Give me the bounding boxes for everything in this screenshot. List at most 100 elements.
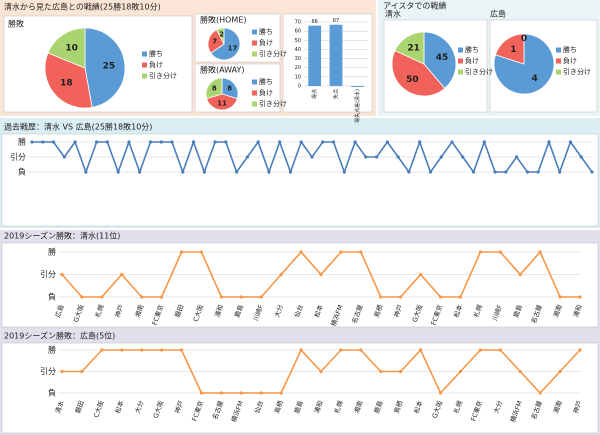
line-marker	[30, 140, 34, 144]
y-tick-label: 20	[295, 65, 301, 71]
line-marker	[590, 170, 594, 174]
line-marker	[504, 170, 508, 174]
line-marker	[239, 295, 243, 299]
line-marker	[278, 140, 282, 144]
slice-label: 2	[219, 31, 224, 39]
x-tick-label: 大分	[133, 399, 146, 415]
legend-label: 負け	[259, 88, 273, 97]
legend-label: 勝ち	[465, 45, 479, 54]
line-marker	[538, 250, 542, 254]
x-tick-label: 松本	[411, 399, 424, 415]
line-marker	[288, 170, 293, 174]
legend-label: 引き分け	[149, 71, 177, 80]
line-marker	[418, 140, 422, 144]
legend-swatch	[252, 29, 257, 35]
line-marker	[319, 369, 323, 374]
x-tick-label: 札幌	[451, 399, 464, 415]
line-marker	[438, 391, 443, 395]
legend-swatch	[556, 69, 561, 75]
line-marker	[160, 348, 164, 352]
x-tick-label: 仙台	[292, 303, 305, 318]
line-marker	[385, 140, 389, 144]
line-marker	[100, 348, 104, 352]
y-tick-label: 0	[298, 84, 301, 90]
line-marker	[95, 140, 99, 144]
x-tick-label: 湘南	[352, 399, 365, 415]
x-tick-label: 鳥栖	[272, 399, 285, 415]
legend-swatch	[556, 47, 561, 53]
line-marker	[364, 155, 368, 159]
line-marker	[179, 250, 184, 254]
line-marker	[450, 140, 454, 144]
legend-swatch	[458, 69, 463, 75]
line-marker	[80, 369, 84, 374]
slice-label: 25	[103, 61, 116, 71]
line-marker	[219, 295, 223, 299]
chart-box	[282, 13, 373, 113]
line-marker	[120, 272, 124, 277]
y-tick-label: 70	[295, 20, 301, 26]
legend-swatch	[142, 73, 147, 79]
chart-box	[1, 342, 599, 434]
y-tick-label: 引分	[40, 367, 56, 376]
x-tick-label: 神戸	[172, 399, 185, 415]
line-marker	[310, 155, 314, 159]
x-tick-label: 磐田	[73, 399, 86, 414]
line-marker	[60, 272, 64, 277]
line-marker	[482, 140, 486, 144]
line-marker	[339, 250, 343, 254]
legend-swatch	[142, 62, 147, 68]
line-marker	[321, 140, 325, 144]
line-marker	[148, 140, 153, 144]
x-tick-label: 鳥栖	[392, 399, 405, 415]
bar	[308, 25, 322, 86]
line-marker	[578, 295, 582, 299]
x-tick-label: 広島	[53, 303, 66, 319]
pie-slice	[44, 52, 93, 109]
pie-slice	[394, 31, 425, 65]
slice-label: 17	[228, 44, 238, 52]
chart-title: 2019シーズン勝敗：清水(11位)	[4, 231, 120, 241]
line-marker	[299, 140, 303, 144]
x-tick-label: 神戸	[392, 303, 405, 319]
line-marker	[80, 295, 84, 299]
legend-label: 引き分け	[465, 67, 493, 76]
line-marker	[478, 250, 482, 254]
slice-label: 50	[406, 75, 419, 85]
y-tick-label: 30	[295, 56, 301, 62]
x-tick-label: 札幌	[471, 303, 484, 319]
bar	[350, 86, 364, 87]
x-tick-label: 鹿島	[511, 303, 524, 319]
chart-title: 勝敗(AWAY)	[200, 65, 245, 75]
line-marker	[342, 170, 346, 174]
legend-swatch	[142, 51, 147, 57]
line-marker	[461, 155, 465, 159]
pie-slice	[391, 50, 446, 97]
line-marker	[245, 155, 249, 159]
legend-swatch	[458, 47, 463, 53]
x-tick-label: 湘南	[133, 303, 146, 319]
y-tick-label: 負	[48, 292, 56, 302]
pie-slice	[205, 77, 223, 100]
line-marker	[331, 140, 336, 144]
line-marker	[428, 170, 433, 174]
line-marker	[579, 155, 583, 159]
line-marker	[159, 140, 163, 144]
pie-slice	[84, 27, 126, 108]
line-marker	[116, 170, 120, 174]
y-tick-label: 負	[18, 167, 26, 177]
line-marker	[51, 140, 56, 144]
legend-label: 引き分け	[259, 99, 287, 108]
slice-label: 7	[212, 38, 217, 46]
x-tick-label: 札幌	[93, 303, 106, 319]
x-tick-label: 鹿島	[292, 399, 305, 415]
line-marker	[60, 369, 64, 374]
legend-label: 負け	[465, 56, 479, 65]
y-tick-label: 負	[48, 388, 56, 398]
line-marker	[138, 170, 142, 174]
line-marker	[140, 295, 144, 299]
line-marker	[279, 391, 283, 395]
line-marker	[299, 250, 303, 254]
panel-title: アイスタでの戦績	[383, 1, 446, 11]
